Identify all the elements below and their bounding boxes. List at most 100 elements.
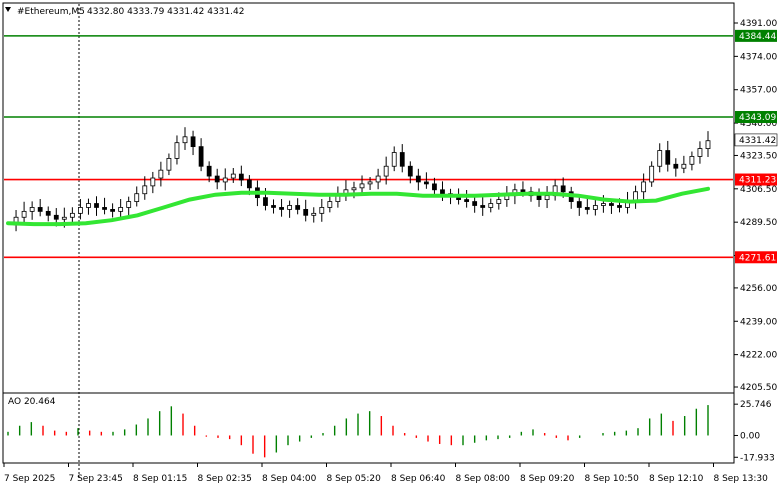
candle-body [480,205,486,208]
level-tag [735,111,777,124]
candle-body [544,195,550,201]
candle-body [641,181,647,193]
chart-header: #Ethereum,M5 4332.80 4333.79 4331.42 433… [5,7,244,17]
time-tick-label: 8 Sep 05:20 [327,474,382,484]
time-tick-label: 8 Sep 13:30 [714,474,769,484]
candle-body [102,207,107,210]
symbol-label: #Ethereum,M5 [17,7,85,17]
candle-body [351,187,357,191]
candle-body [190,136,196,148]
time-tick-label: 8 Sep 08:00 [456,474,511,484]
candle-body [359,183,365,189]
time-tick-label: 7 Sep 2025 [4,474,55,484]
candle-body [21,210,27,218]
level-label: 4343.09 [739,113,776,123]
price-tick-label: 4357.00 [740,86,777,96]
price-tick-label: 4374.00 [740,52,777,62]
time-tick-label: 8 Sep 12:10 [649,474,704,484]
price-tick-label: 4289.50 [740,218,777,228]
level-label: 4271.61 [739,253,776,263]
time-tick-label: 8 Sep 10:50 [585,474,640,484]
candle-body [592,205,598,210]
ao-tick-label: -17.933 [740,453,775,463]
candle-body [560,185,566,193]
candle-body [118,207,124,212]
candle-body [383,165,389,177]
candle-body [391,152,397,167]
ohlc-readout: 4332.80 4333.79 4331.42 4331.42 [87,7,244,17]
candle-body [488,203,494,208]
candle-body [206,165,212,177]
candle-body [609,203,614,206]
candle-body [311,212,317,216]
candle-body [601,203,606,206]
time-tick-label: 8 Sep 01:15 [133,474,187,484]
time-tick-label: 8 Sep 04:00 [262,474,317,484]
candle-body [142,185,148,195]
candle-body [665,150,671,165]
current-price-label: 4331.42 [739,136,776,146]
price-scale: 4391.00 4374.00 4357.00 4340.00 4323.50 4306.… [734,19,777,393]
indicator-frame [2,392,735,464]
candle-body [271,205,276,208]
ao-label: AO 20.464 [8,397,56,407]
current-price-tag-bg [734,133,778,147]
candle-body [69,212,75,218]
candle-body [705,140,711,149]
candle-body [37,207,43,212]
candle-body [222,177,228,183]
candle-body [150,177,156,187]
price-tick-label: 4306.50 [740,185,777,195]
candle-body [174,142,180,159]
candle-body [617,205,622,208]
candle-body [53,214,59,220]
main-chart-frame [2,2,735,394]
moving-average-line [6,186,710,227]
level-tag [735,173,777,186]
price-tick-label: 4222.00 [740,351,777,361]
price-tick-label: 4323.50 [740,151,777,161]
candle-body [375,175,381,183]
candle-body [432,183,437,191]
level-lines: 4384.44 4343.09 4311.23 4271.61 [4,29,777,264]
candles [13,127,711,232]
candle-body [536,195,542,201]
candle-body [166,157,172,171]
candle-body [263,197,268,206]
candle-body [576,201,582,208]
level-tag [735,251,777,264]
candle-body [319,207,325,214]
ao-tick-label: 25.746 [740,400,772,410]
candle-body [287,205,293,210]
candle-body [214,175,220,183]
candle-body [238,173,244,181]
candle-body [464,199,470,202]
candle-body [279,207,284,210]
candle-body [399,152,405,167]
candle-body [303,209,309,216]
time-tick-label: 8 Sep 02:35 [198,474,252,484]
candle-body [697,148,703,157]
candle-body [126,201,132,208]
candle-body [689,156,695,165]
price-tick-label: 4391.00 [740,19,777,29]
price-tick-label: 4205.50 [740,383,777,393]
candle-body [182,136,188,144]
time-tick-label: 7 Sep 23:45 [69,474,123,484]
triangle-down-icon[interactable] [5,7,11,12]
ao-scale: 25.746 0.00 -17.933 [734,400,775,463]
current-price-tag: 4331.42 [734,133,778,147]
candle-body [110,209,115,212]
candle-body [367,181,373,185]
ao-histogram [7,405,709,458]
level-tag [735,29,777,42]
price-tick-label: 4256.00 [740,284,777,294]
candle-body [415,175,421,183]
candle-body [198,146,204,167]
price-tick-label: 4239.00 [740,317,777,327]
candle-body [45,210,51,216]
candle-body [440,189,445,195]
candle-body [657,150,663,167]
candle-body [86,203,91,208]
